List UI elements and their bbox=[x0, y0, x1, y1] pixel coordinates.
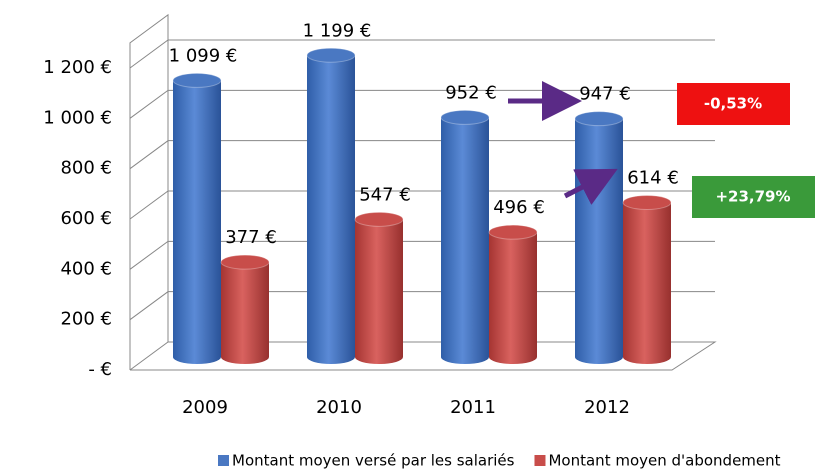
legend-swatch bbox=[534, 455, 546, 466]
bar-top bbox=[220, 254, 270, 270]
data-label: 947 € bbox=[579, 84, 631, 105]
bar-top bbox=[306, 47, 356, 63]
y-tick-label: 200 € bbox=[60, 309, 112, 330]
x-tick-label: 2011 bbox=[450, 397, 496, 418]
bar-top bbox=[622, 194, 672, 210]
plot-area: - € 200 € 400 € 600 € 800 € 1 000 € 1 200 € 200… bbox=[43, 13, 781, 470]
data-label: 377 € bbox=[225, 227, 277, 248]
y-tick-label: 1 200 € bbox=[43, 57, 112, 78]
x-tick-label: 2012 bbox=[584, 397, 630, 418]
data-label: 547 € bbox=[359, 184, 411, 205]
y-tick-label: 400 € bbox=[60, 258, 112, 279]
y-tick-label: 1 000 € bbox=[43, 107, 112, 128]
bar bbox=[441, 117, 489, 364]
grid-line bbox=[129, 140, 715, 170]
bar-top bbox=[574, 111, 624, 127]
annotation-box bbox=[677, 83, 790, 125]
grid-line bbox=[129, 39, 715, 69]
annotation: -0,53% bbox=[704, 95, 762, 113]
y-tick-label: 600 € bbox=[60, 208, 112, 229]
bar-top bbox=[354, 211, 404, 227]
y-tick-label: 800 € bbox=[60, 158, 112, 179]
data-label: 1 199 € bbox=[303, 20, 372, 41]
bar-top bbox=[172, 72, 222, 88]
annotation: +23,79% bbox=[715, 188, 790, 206]
arrow bbox=[563, 168, 618, 205]
bar bbox=[221, 262, 269, 364]
grid-line bbox=[129, 190, 715, 220]
grid-line bbox=[129, 89, 715, 119]
bar-top bbox=[440, 109, 490, 125]
bar bbox=[307, 55, 355, 364]
x-tick-label: 2009 bbox=[182, 397, 228, 418]
wall bbox=[129, 13, 169, 370]
bar bbox=[173, 80, 221, 364]
x-tick-label: 2010 bbox=[316, 397, 362, 418]
legend-label: Montant moyen d'abondement bbox=[548, 452, 780, 470]
data-label: 496 € bbox=[493, 197, 545, 218]
data-label: 952 € bbox=[445, 82, 497, 103]
y-tick-label: - € bbox=[88, 359, 112, 380]
bar bbox=[575, 118, 623, 365]
legend-swatch bbox=[218, 455, 229, 466]
annotation-box bbox=[692, 176, 815, 218]
bar-top bbox=[488, 224, 538, 240]
legend-label: Montant moyen versé par les salariés bbox=[232, 452, 515, 470]
data-label: 614 € bbox=[627, 167, 679, 188]
bar bbox=[623, 202, 671, 364]
bar bbox=[489, 232, 537, 364]
bar bbox=[355, 219, 403, 364]
data-label: 1 099 € bbox=[169, 45, 238, 66]
